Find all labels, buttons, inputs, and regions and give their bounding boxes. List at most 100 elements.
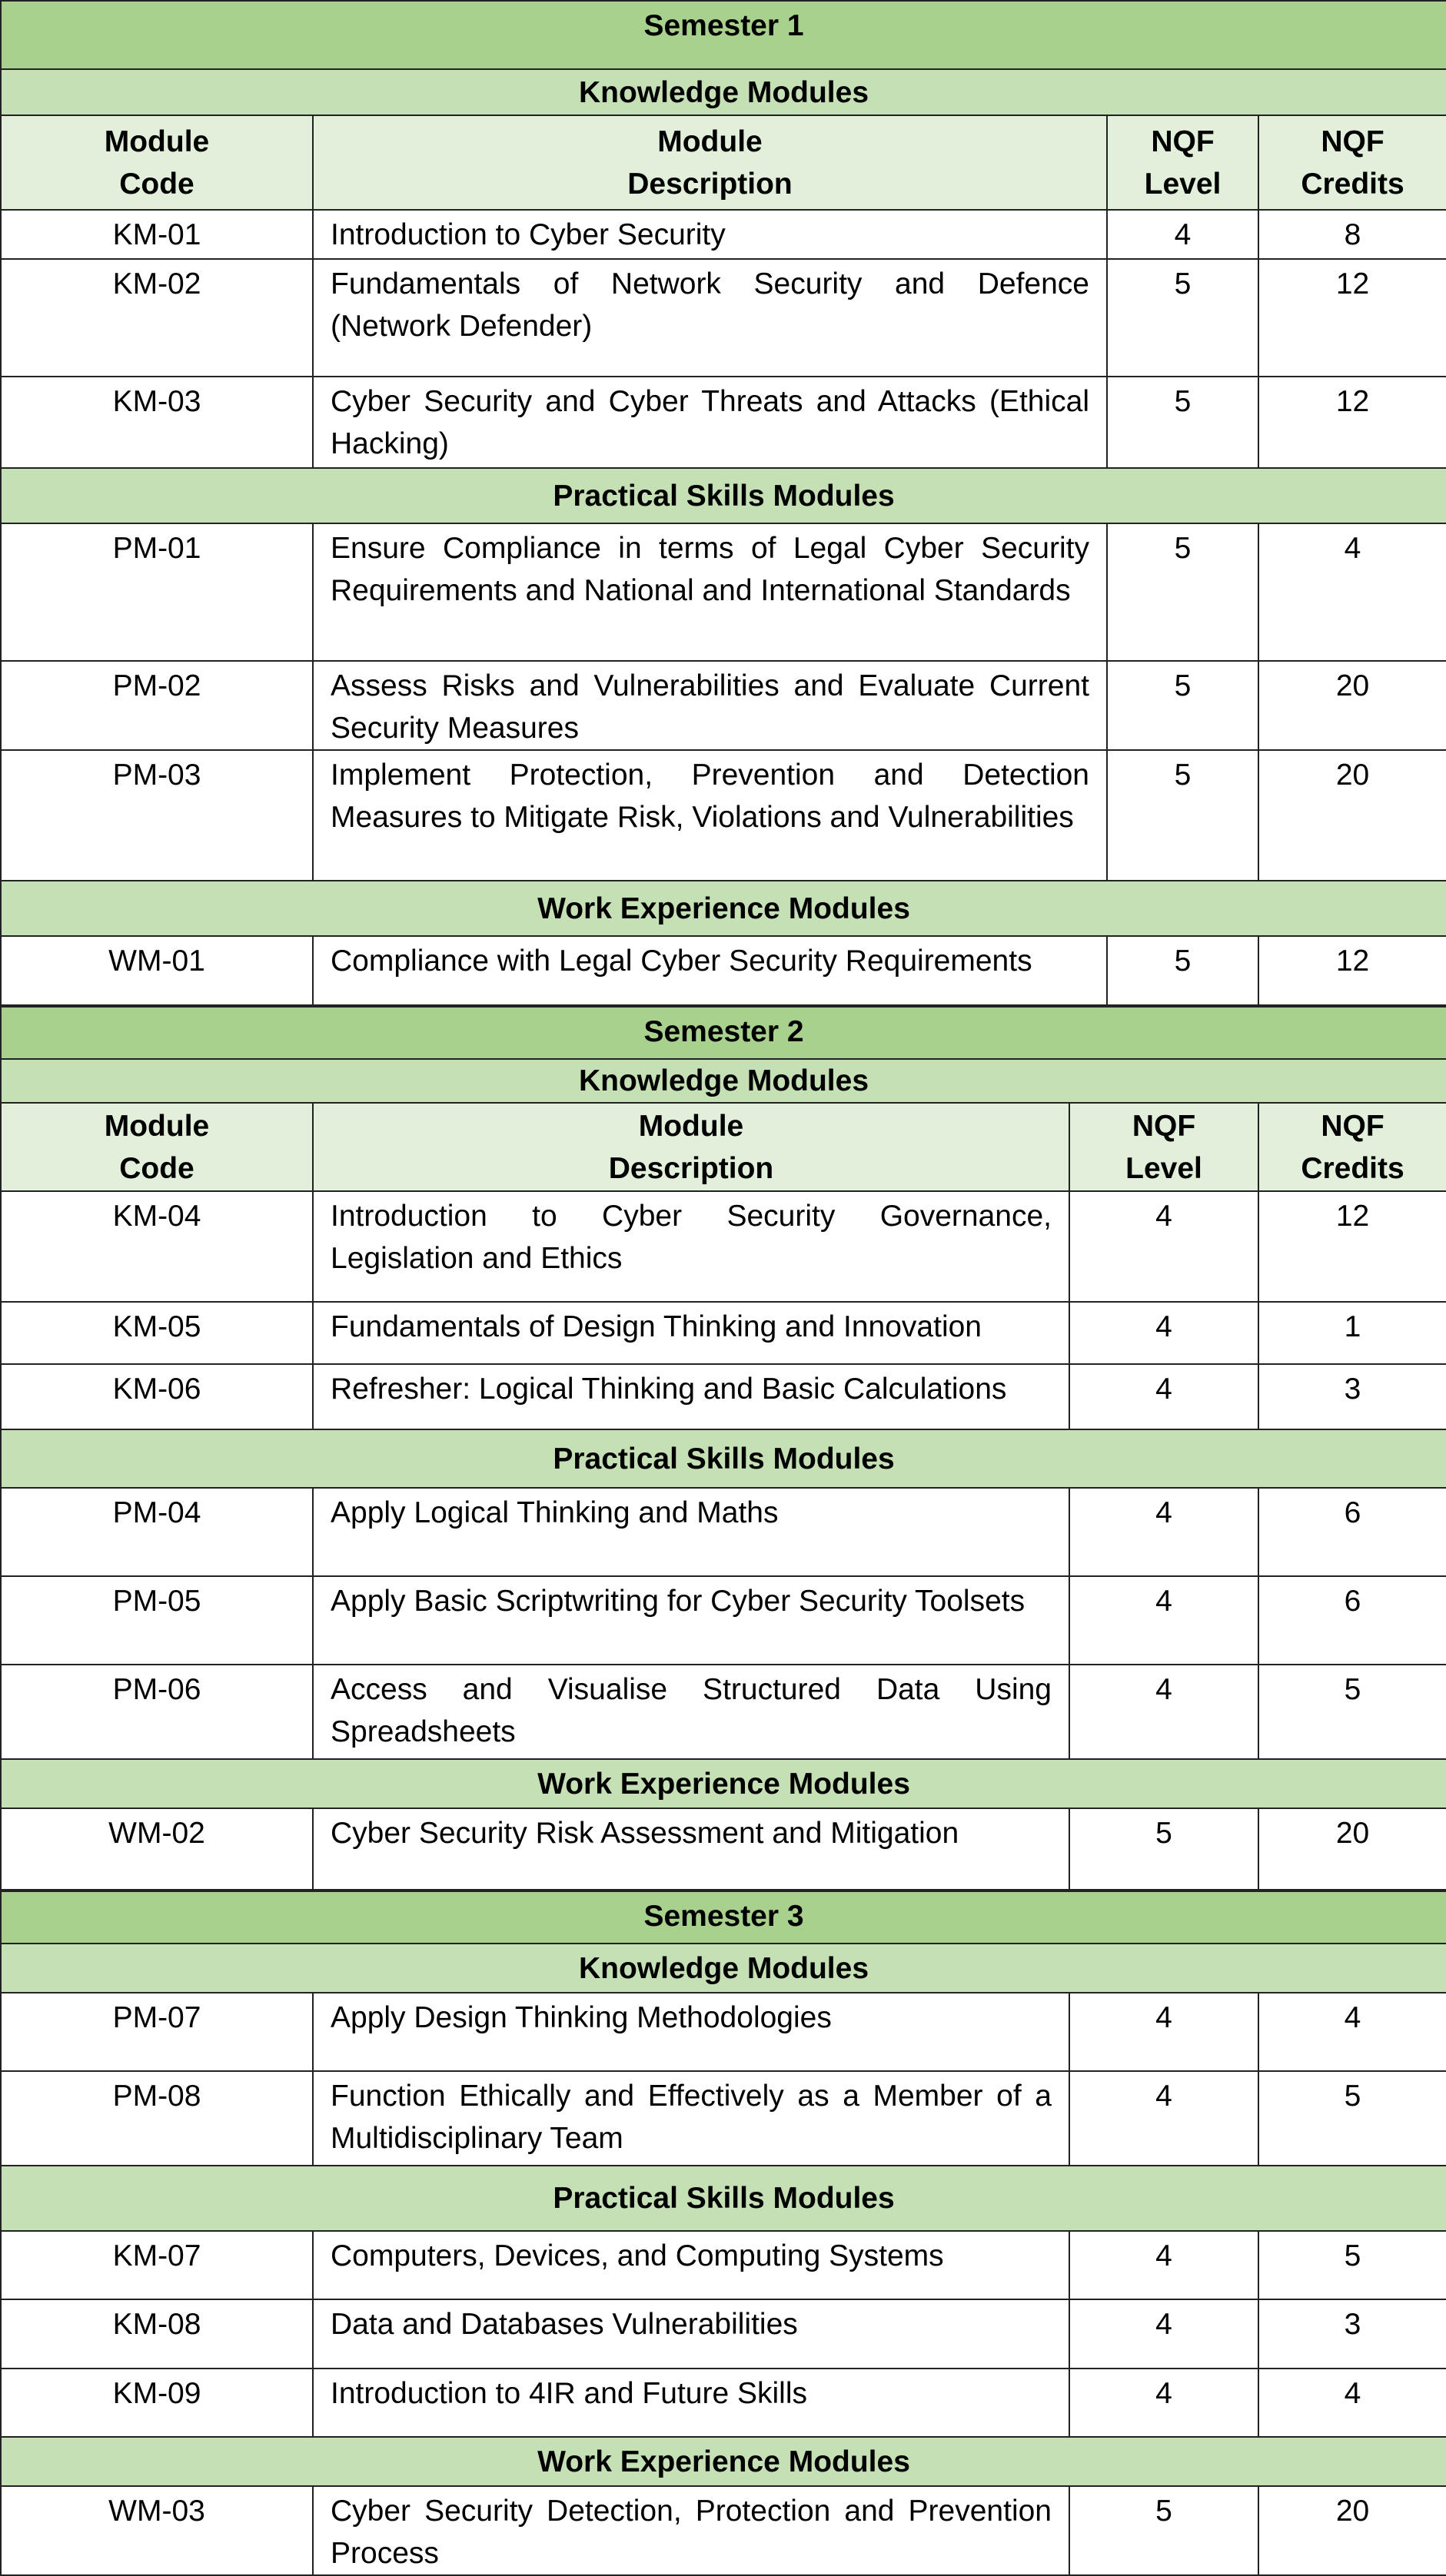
section-title: Knowledge Modules [0, 1058, 1446, 1104]
table-row: PM-04 Apply Logical Thinking and Maths 4 6 [0, 1487, 1446, 1577]
column-header-row: Module Code Module Description NQF Level NQ… [0, 115, 1446, 211]
semester-table: Semester 2 Knowledge Modules Module Code Mo… [0, 1006, 1446, 1891]
table-row: KM-08 Data and Databases Vulnerabilities 4… [0, 2299, 1446, 2369]
nqf-level: 5 [1106, 376, 1259, 469]
table-row: PM-05 Apply Basic Scriptwriting for Cyber… [0, 1575, 1446, 1665]
column-header-level: NQF Level [1106, 115, 1259, 211]
semester-title: Semester 2 [0, 1006, 1446, 1060]
nqf-level: 5 [1069, 2485, 1259, 2576]
table-row: KM-07 Computers, Devices, and Computing S… [0, 2230, 1446, 2300]
module-description: Cyber Security Detection, Protection and… [312, 2485, 1070, 2576]
module-description: Assess Risks and Vulnerabilities and Eva… [312, 660, 1108, 751]
module-description: Fundamentals of Design Thinking and Inno… [312, 1301, 1070, 1365]
semester-title: Semester 1 [0, 0, 1446, 70]
module-description: Introduction to Cyber Security [312, 209, 1108, 260]
column-header-level: NQF Level [1069, 1102, 1259, 1192]
section-row: Practical Skills Modules [0, 467, 1446, 524]
semester-title: Semester 3 [0, 1891, 1446, 1944]
table-row: PM-03 Implement Protection, Prevention an… [0, 749, 1446, 881]
module-code: KM-06 [0, 1363, 314, 1430]
column-header-row: Module Code Module Description NQF Level NQ… [0, 1102, 1446, 1192]
nqf-credits: 12 [1257, 935, 1446, 1006]
module-description: Apply Logical Thinking and Maths [312, 1487, 1070, 1577]
module-code: PM-05 [0, 1575, 314, 1665]
module-description: Introduction to Cyber Security Governanc… [312, 1190, 1070, 1303]
nqf-level: 5 [1106, 935, 1259, 1006]
section-row: Knowledge Modules [0, 1058, 1446, 1104]
nqf-credits: 20 [1257, 660, 1446, 751]
nqf-level: 4 [1069, 1664, 1259, 1760]
nqf-credits: 6 [1257, 1575, 1446, 1665]
module-code: PM-04 [0, 1487, 314, 1577]
module-code: KM-03 [0, 376, 314, 469]
nqf-level: 5 [1106, 749, 1259, 881]
section-row: Work Experience Modules [0, 2436, 1446, 2487]
section-row: Knowledge Modules [0, 68, 1446, 116]
column-header-credits: NQF Credits [1257, 115, 1446, 211]
nqf-level: 5 [1106, 660, 1259, 751]
module-code: KM-08 [0, 2299, 314, 2369]
semester-row: Semester 2 [0, 1006, 1446, 1060]
section-title: Knowledge Modules [0, 68, 1446, 116]
nqf-level: 4 [1069, 1301, 1259, 1365]
nqf-level: 4 [1069, 1363, 1259, 1430]
nqf-level: 4 [1069, 2230, 1259, 2300]
module-description: Data and Databases Vulnerabilities [312, 2299, 1070, 2369]
table-row: KM-09 Introduction to 4IR and Future Skil… [0, 2368, 1446, 2438]
column-header-description: Module Description [312, 115, 1108, 211]
nqf-level: 4 [1069, 1575, 1259, 1665]
table-row: KM-06 Refresher: Logical Thinking and Bas… [0, 1363, 1446, 1430]
module-description: Cyber Security and Cyber Threats and Att… [312, 376, 1108, 469]
table-row: KM-04 Introduction to Cyber Security Gove… [0, 1190, 1446, 1303]
module-description: Computers, Devices, and Computing System… [312, 2230, 1070, 2300]
section-title: Practical Skills Modules [0, 1429, 1446, 1489]
semester-row: Semester 1 [0, 0, 1446, 70]
section-title: Practical Skills Modules [0, 467, 1446, 524]
table-row: KM-03 Cyber Security and Cyber Threats an… [0, 376, 1446, 469]
module-code: KM-07 [0, 2230, 314, 2300]
section-row: Practical Skills Modules [0, 1429, 1446, 1489]
table-row: WM-03 Cyber Security Detection, Protectio… [0, 2485, 1446, 2576]
nqf-credits: 4 [1257, 523, 1446, 662]
nqf-credits: 5 [1257, 2230, 1446, 2300]
module-code: WM-01 [0, 935, 314, 1006]
module-code: PM-07 [0, 1992, 314, 2072]
nqf-level: 4 [1069, 1992, 1259, 2072]
module-description: Function Ethically and Effectively as a … [312, 2070, 1070, 2166]
nqf-level: 5 [1069, 1808, 1259, 1891]
module-code: PM-06 [0, 1664, 314, 1760]
semester-table: Semester 3 Knowledge Modules PM-07 Apply De… [0, 1891, 1446, 2576]
module-description: Fundamentals of Network Security and Def… [312, 258, 1108, 377]
module-description: Refresher: Logical Thinking and Basic Ca… [312, 1363, 1070, 1430]
section-row: Work Experience Modules [0, 1758, 1446, 1809]
nqf-credits: 5 [1257, 2070, 1446, 2166]
module-description: Access and Visualise Structured Data Usi… [312, 1664, 1070, 1760]
section-title: Work Experience Modules [0, 1758, 1446, 1809]
module-code: KM-02 [0, 258, 314, 377]
module-description: Ensure Compliance in terms of Legal Cybe… [312, 523, 1108, 662]
nqf-credits: 4 [1257, 2368, 1446, 2438]
column-header-code: Module Code [0, 115, 314, 211]
column-header-credits: NQF Credits [1257, 1102, 1446, 1192]
module-code: KM-09 [0, 2368, 314, 2438]
nqf-credits: 4 [1257, 1992, 1446, 2072]
nqf-credits: 12 [1257, 1190, 1446, 1303]
section-row: Work Experience Modules [0, 880, 1446, 937]
nqf-credits: 1 [1257, 1301, 1446, 1365]
nqf-credits: 6 [1257, 1487, 1446, 1577]
table-row: PM-06 Access and Visualise Structured Dat… [0, 1664, 1446, 1760]
nqf-level: 4 [1069, 2368, 1259, 2438]
column-header-description: Module Description [312, 1102, 1070, 1192]
table-row: KM-05 Fundamentals of Design Thinking and… [0, 1301, 1446, 1365]
module-code: WM-02 [0, 1808, 314, 1891]
module-code: KM-01 [0, 209, 314, 260]
section-title: Knowledge Modules [0, 1943, 1446, 1993]
nqf-credits: 12 [1257, 258, 1446, 377]
table-row: KM-01 Introduction to Cyber Security 4 8 [0, 209, 1446, 260]
table-row: WM-02 Cyber Security Risk Assessment and … [0, 1808, 1446, 1891]
nqf-credits: 20 [1257, 1808, 1446, 1891]
nqf-level: 4 [1069, 2299, 1259, 2369]
nqf-level: 4 [1106, 209, 1259, 260]
module-code: KM-04 [0, 1190, 314, 1303]
